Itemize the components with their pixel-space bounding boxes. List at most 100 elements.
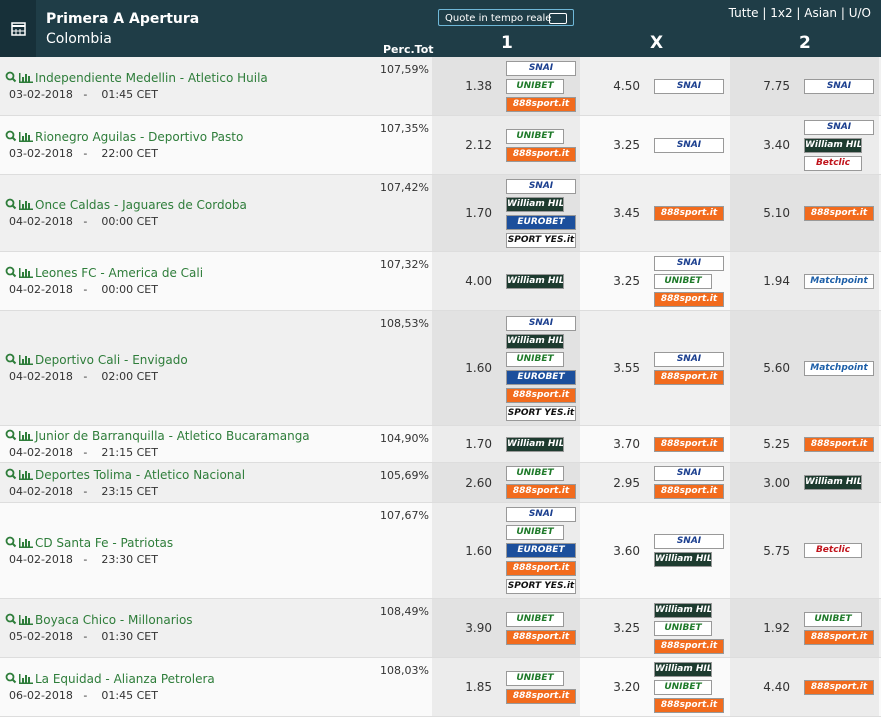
away-team[interactable]: Millonarios (128, 613, 193, 627)
bookmaker-logo[interactable]: UNIBET (506, 78, 564, 94)
bookmaker-logo[interactable]: UNIBET (506, 670, 564, 686)
home-team[interactable]: Junior de Barranquilla (35, 429, 165, 443)
bookmaker-logo[interactable]: UNIBET (654, 679, 712, 695)
bookmaker-logo[interactable]: 888sport.it (804, 205, 874, 221)
bookmaker-logo[interactable]: SPORT YES.it (506, 579, 576, 594)
filter[interactable]: U/O (848, 6, 871, 20)
bookmaker-logo[interactable]: Matchpoint (804, 273, 874, 289)
away-team[interactable]: Atletico Huila (187, 71, 268, 85)
home-team[interactable]: Independiente Medellin (35, 71, 176, 85)
bookmaker-logo[interactable]: William HILL (804, 475, 862, 490)
away-team[interactable]: Atletico Bucaramanga (176, 429, 310, 443)
bookmaker-logo[interactable]: William HILL (506, 436, 564, 452)
bookmaker-logo[interactable]: SNAI (654, 137, 724, 153)
icons[interactable] (5, 468, 35, 480)
bookmaker-logo[interactable]: UNIBET (506, 128, 564, 144)
bookmaker-logo[interactable]: SNAI (654, 351, 724, 367)
icons[interactable] (5, 429, 35, 441)
live-toggle[interactable]: Quote in tempo reale (438, 9, 574, 26)
home-team[interactable]: La Equidad (35, 672, 102, 686)
home-team[interactable]: Deportes Tolima (35, 467, 133, 482)
bookmaker-logo[interactable]: Matchpoint (804, 360, 874, 376)
bookmaker-logo[interactable]: William HILL (654, 602, 712, 618)
bookmaker-logo[interactable]: 888sport.it (654, 436, 724, 452)
bookmaker-logo[interactable]: 888sport.it (654, 638, 724, 654)
bookmaker-logo[interactable]: 888sport.it (654, 369, 724, 385)
bookmaker-logo[interactable]: 888sport.it (654, 484, 724, 499)
bookmaker-logo[interactable]: UNIBET (804, 611, 862, 627)
bookmaker-logo[interactable]: 888sport.it (506, 96, 576, 112)
home-team[interactable]: Leones FC (35, 266, 97, 280)
perc-tot: 107,42% (380, 181, 429, 194)
bookmaker-logo[interactable]: 888sport.it (804, 436, 874, 452)
bookmaker-logo[interactable]: UNIBET (506, 525, 564, 540)
bookmaker-logo[interactable]: SNAI (654, 466, 724, 481)
bookmaker-logo[interactable]: SNAI (506, 507, 576, 522)
bookmaker-logo[interactable]: William HILL (506, 273, 564, 289)
icons[interactable] (5, 536, 35, 548)
bookmaker-logo[interactable]: SNAI (804, 78, 874, 94)
away-team[interactable]: Patriotas (120, 535, 174, 550)
bookmaker-logo[interactable]: William HILL (654, 552, 712, 567)
home-team[interactable]: Boyaca Chico (35, 613, 117, 627)
bookmaker-logo[interactable]: SPORT YES.it (506, 232, 576, 248)
icons[interactable] (5, 130, 35, 142)
icons[interactable] (5, 353, 35, 365)
away-team[interactable]: Alianza Petrolera (113, 672, 215, 686)
bookmaker-logo[interactable]: SNAI (804, 119, 874, 135)
bookmaker-name: SNAI (528, 180, 554, 191)
bookmaker-logo[interactable]: 888sport.it (506, 629, 576, 645)
bookmaker-logo[interactable]: 888sport.it (654, 205, 724, 221)
bookmaker-logo[interactable]: UNIBET (654, 620, 712, 636)
home-team[interactable]: Once Caldas (35, 198, 111, 212)
bookmaker-logo[interactable]: SNAI (506, 60, 576, 76)
bookmaker-logo[interactable]: William HILL (654, 661, 712, 677)
bookmaker-logo[interactable]: SPORT YES.it (506, 405, 576, 421)
away-team[interactable]: Jaguares de Cordoba (122, 198, 247, 212)
bookmaker-logo[interactable]: SNAI (506, 178, 576, 194)
icons[interactable] (5, 613, 35, 625)
bookmaker-logo[interactable]: 888sport.it (506, 561, 576, 576)
bookmaker-logo[interactable]: 888sport.it (654, 697, 724, 713)
away-team[interactable]: America de Cali (108, 266, 204, 280)
icons[interactable] (5, 71, 35, 83)
home-team[interactable]: Deportivo Cali (35, 353, 121, 367)
icons[interactable] (5, 266, 35, 278)
bookmaker-logo[interactable]: UNIBET (506, 466, 564, 481)
bookmaker-logo[interactable]: 888sport.it (804, 629, 874, 645)
bookmaker-logo[interactable]: William HILL (506, 333, 564, 349)
bookmaker-logo[interactable]: 888sport.it (804, 679, 874, 695)
icons[interactable] (5, 198, 35, 210)
bookmaker-logo[interactable]: 888sport.it (506, 484, 576, 499)
bookmaker-logo[interactable]: SNAI (506, 315, 576, 331)
bookmaker-logo[interactable]: EUROBET (506, 369, 576, 385)
bookmaker-logo[interactable]: SNAI (654, 78, 724, 94)
away-team[interactable]: Atletico Nacional (143, 467, 246, 482)
bookmaker-logo[interactable]: SNAI (654, 534, 724, 549)
filter[interactable]: Tutte (728, 6, 759, 20)
home-team[interactable]: Rionegro Aguilas (35, 130, 137, 144)
away-team[interactable]: Deportivo Pasto (148, 130, 244, 144)
bookmaker-logo[interactable]: William HILL (804, 137, 862, 153)
bookmaker-logo[interactable]: EUROBET (506, 214, 576, 230)
bookmaker-logo[interactable]: 888sport.it (506, 688, 576, 704)
bookmakers: 888sport.it (804, 679, 874, 695)
odds-cell: 1.70 William HILL (432, 426, 580, 462)
filter[interactable]: 1x2 (770, 6, 793, 20)
bookmaker-logo[interactable]: William HILL (506, 196, 564, 212)
bookmaker-logo[interactable]: UNIBET (654, 273, 712, 289)
bookmaker-logo[interactable]: Betclic (804, 543, 862, 558)
bookmaker-logo[interactable]: UNIBET (506, 611, 564, 627)
filter[interactable]: Asian (804, 6, 838, 20)
calendar-icon[interactable] (0, 0, 36, 57)
bookmaker-logo[interactable]: 888sport.it (506, 387, 576, 403)
home-team[interactable]: CD Santa Fe (35, 535, 109, 550)
away-team[interactable]: Envigado (132, 353, 188, 367)
icons[interactable] (5, 672, 35, 684)
bookmaker-logo[interactable]: EUROBET (506, 543, 576, 558)
bookmaker-logo[interactable]: UNIBET (506, 351, 564, 367)
bookmaker-logo[interactable]: Betclic (804, 155, 862, 171)
bookmaker-logo[interactable]: 888sport.it (506, 146, 576, 162)
bookmaker-logo[interactable]: 888sport.it (654, 291, 724, 307)
bookmaker-logo[interactable]: SNAI (654, 255, 724, 271)
